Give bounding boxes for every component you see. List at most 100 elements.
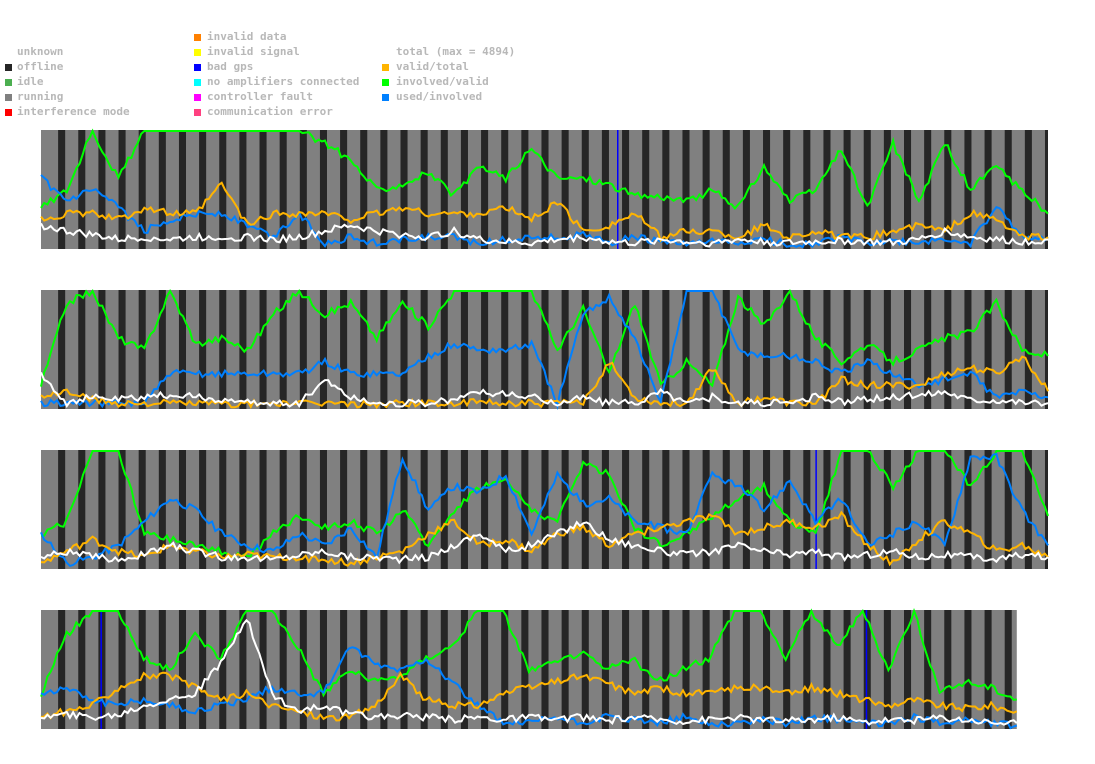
offline-bar — [138, 290, 146, 409]
offline-bar — [803, 290, 811, 409]
offline-bar — [783, 610, 791, 729]
offline-bar — [883, 130, 891, 249]
offline-bar — [380, 610, 388, 729]
offline-bar — [178, 130, 187, 249]
legend-swatch — [194, 94, 201, 101]
offline-bar — [219, 130, 227, 249]
offline-bar — [924, 130, 932, 249]
offline-bar — [903, 450, 912, 569]
offline-bar — [199, 290, 207, 409]
offline-bar — [823, 290, 831, 409]
strip-3-used-involved-line — [40, 452, 1049, 568]
offline-bar — [360, 290, 368, 409]
legend-label: controller fault — [207, 90, 313, 103]
legend-label: total (max = 4894) — [396, 45, 516, 58]
offline-bar — [98, 450, 106, 569]
offline-bar — [199, 130, 207, 249]
offline-bar — [803, 610, 811, 729]
bad-gps-marker — [617, 130, 619, 249]
offline-bar — [903, 610, 912, 729]
offline-bar — [158, 450, 166, 569]
offline-bar — [924, 610, 932, 729]
offline-bar — [783, 290, 791, 409]
offline-bar — [319, 610, 327, 729]
offline-bar — [702, 130, 710, 249]
legend-swatch — [382, 79, 389, 86]
offline-bar — [58, 290, 66, 409]
offline-bar — [178, 290, 187, 409]
offline-bar — [239, 610, 247, 729]
offline-bar — [702, 450, 710, 569]
offline-bar — [521, 450, 529, 569]
offline-bar — [440, 610, 448, 729]
offline-bar — [642, 290, 650, 409]
offline-bar — [1004, 130, 1012, 249]
offline-bar — [178, 610, 187, 729]
offline-bar — [138, 450, 146, 569]
offline-bar — [58, 450, 66, 569]
offline-bar — [783, 130, 791, 249]
offline-bar — [601, 290, 609, 409]
legend-label: valid/total — [396, 60, 469, 73]
offline-bar — [380, 290, 388, 409]
strip-3-involved-valid-line — [40, 450, 1049, 559]
offline-bar — [984, 290, 992, 409]
strip-1-used-involved-line — [40, 174, 1049, 249]
offline-bar — [319, 450, 327, 569]
offline-bar — [984, 450, 992, 569]
offline-bar — [279, 130, 287, 249]
offline-bar — [964, 610, 972, 729]
strip-1-involved-valid-line — [40, 128, 1049, 215]
legend-swatch — [194, 34, 201, 41]
offline-bar — [541, 130, 549, 249]
offline-bar — [763, 290, 771, 409]
bad-gps-marker — [100, 610, 102, 729]
legend-label: invalid data — [207, 30, 287, 43]
strip-4-valid-total-line — [40, 671, 1018, 722]
offline-bar — [722, 450, 730, 569]
offline-bar — [944, 290, 952, 409]
offline-bar — [1004, 610, 1012, 729]
legend-swatch — [382, 64, 389, 71]
strip-1-valid-total-line — [40, 181, 1049, 243]
offline-bar — [984, 610, 992, 729]
legend-swatch — [382, 49, 389, 56]
offline-bar — [319, 290, 327, 409]
offline-bar — [702, 290, 710, 409]
legend-label: communication error — [207, 105, 333, 118]
offline-bar — [78, 610, 86, 729]
offline-bar — [118, 450, 126, 569]
offline-bar — [239, 450, 247, 569]
strip-2-used-involved-line — [40, 290, 1049, 411]
offline-bar — [299, 130, 307, 249]
offline-bar — [420, 130, 428, 249]
offline-bar — [803, 450, 811, 569]
offline-bar — [279, 610, 287, 729]
offline-bar — [622, 450, 630, 569]
offline-bar — [299, 290, 307, 409]
offline-bar — [682, 290, 690, 409]
offline-bar — [118, 130, 126, 249]
offline-bar — [843, 610, 851, 729]
offline-bar — [722, 290, 730, 409]
legend-label: invalid signal — [207, 45, 300, 58]
offline-bar — [58, 130, 66, 249]
strip-1-total-line — [40, 222, 1049, 248]
offline-bar — [964, 130, 972, 249]
offline-bar — [662, 610, 670, 729]
offline-bar — [763, 130, 771, 249]
offline-bar — [1024, 290, 1032, 409]
offline-bar — [420, 290, 428, 409]
offline-bar — [561, 290, 569, 409]
offline-bar — [984, 130, 992, 249]
offline-bar — [883, 290, 891, 409]
offline-bar — [400, 290, 408, 409]
offline-bar — [662, 290, 670, 409]
legend-label: no amplifiers connected — [207, 75, 360, 88]
offline-bar — [742, 450, 750, 569]
offline-bar — [118, 610, 126, 729]
offline-bar — [823, 130, 831, 249]
offline-bar — [1004, 450, 1012, 569]
offline-bar — [199, 610, 207, 729]
